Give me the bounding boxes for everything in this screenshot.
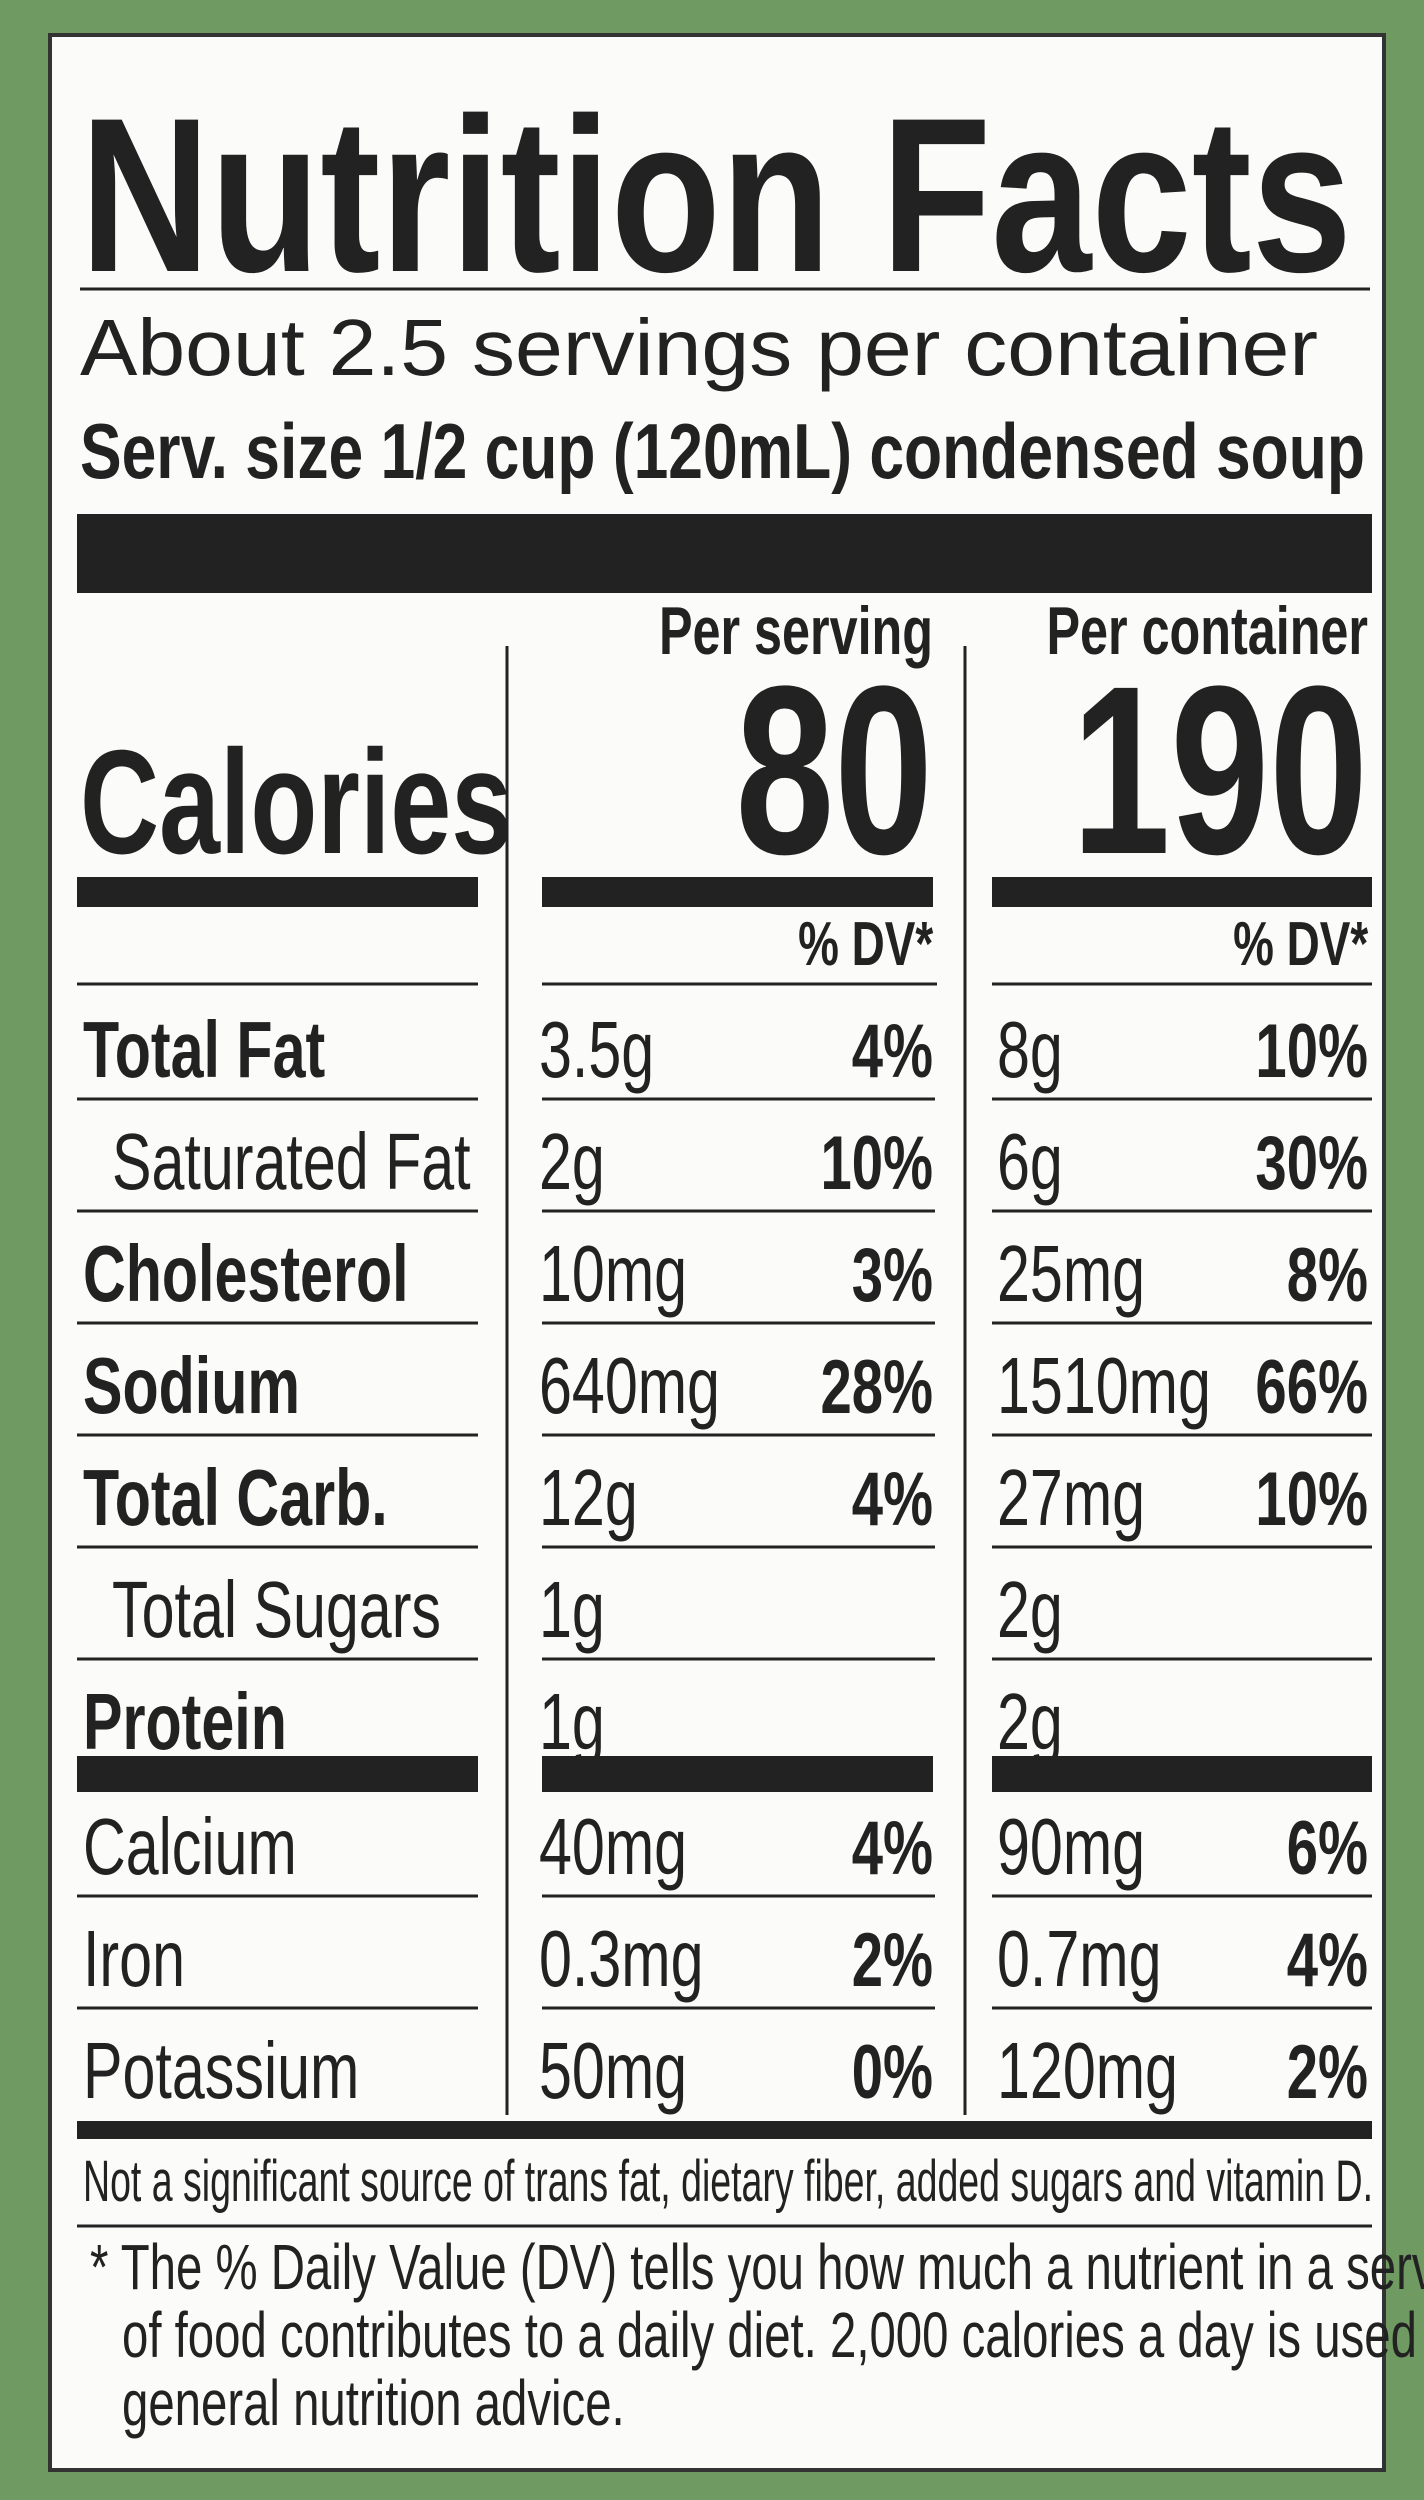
column-header: Per container <box>1047 593 1368 669</box>
nutrient-name: Iron <box>83 1913 185 2003</box>
nutrient-name: Total Fat <box>83 1004 325 1094</box>
amount: 27mg <box>997 1452 1145 1542</box>
calories-value: 190 <box>1072 636 1368 904</box>
thick-bar <box>77 877 478 907</box>
nutrient-name: Total Sugars <box>112 1564 441 1654</box>
amount: 2g <box>997 1676 1063 1766</box>
dv-note: general nutrition advice. <box>122 2367 625 2439</box>
label-panel <box>48 33 1386 2472</box>
calories-label: Calories <box>80 719 512 885</box>
thick-bar <box>77 514 1372 593</box>
daily-value: 30% <box>1255 1121 1368 1206</box>
nutrient-name: Saturated Fat <box>112 1116 471 1206</box>
daily-value: 2% <box>852 1918 933 2003</box>
amount: 0.7mg <box>997 1913 1162 2003</box>
amount: 90mg <box>997 1801 1145 1891</box>
amount: 2g <box>997 1564 1063 1654</box>
dv-note: * The % Daily Value (DV) tells you how m… <box>90 2231 1424 2303</box>
calories-value: 80 <box>735 636 933 904</box>
serving-size: Serv. size 1/2 cup (120mL) condensed sou… <box>80 407 1365 495</box>
daily-value: 3% <box>852 1233 933 1318</box>
nutrient-name: Protein <box>83 1676 287 1766</box>
thick-bar <box>542 1756 933 1792</box>
thick-bar <box>77 1756 478 1792</box>
nutrient-name: Cholesterol <box>83 1228 409 1318</box>
thick-bar <box>77 2121 1372 2139</box>
nutrient-name: Sodium <box>83 1340 300 1430</box>
daily-value: 28% <box>820 1345 933 1430</box>
amount: 25mg <box>997 1228 1145 1318</box>
thick-bar <box>992 1756 1372 1792</box>
daily-value: 0% <box>852 2030 933 2115</box>
amount: 40mg <box>539 1801 687 1891</box>
daily-value: 10% <box>1255 1009 1368 1094</box>
daily-value: 4% <box>852 1457 933 1542</box>
amount: 2g <box>539 1116 605 1206</box>
amount: 1g <box>539 1564 605 1654</box>
amount: 50mg <box>539 2025 687 2115</box>
amount: 12g <box>539 1452 638 1542</box>
dv-header: % DV* <box>798 909 934 978</box>
daily-value: 10% <box>820 1121 933 1206</box>
dv-note: of food contributes to a daily diet. 2,0… <box>122 2299 1424 2371</box>
daily-value: 6% <box>1287 1806 1368 1891</box>
amount: 120mg <box>997 2025 1178 2115</box>
thick-bar <box>542 877 933 907</box>
nutrient-name: Calcium <box>83 1801 297 1891</box>
daily-value: 66% <box>1255 1345 1368 1430</box>
amount: 640mg <box>539 1340 720 1430</box>
servings: About 2.5 servings per container <box>80 303 1318 392</box>
title: Nutrition Facts <box>80 72 1352 318</box>
amount: 0.3mg <box>539 1913 704 2003</box>
daily-value: 4% <box>852 1806 933 1891</box>
dv-header: % DV* <box>1233 909 1369 978</box>
daily-value: 4% <box>852 1009 933 1094</box>
amount: 3.5g <box>539 1004 654 1094</box>
amount: 6g <box>997 1116 1063 1206</box>
nutrient-name: Total Carb. <box>83 1452 388 1542</box>
amount: 8g <box>997 1004 1063 1094</box>
amount: 1510mg <box>997 1340 1211 1430</box>
daily-value: 2% <box>1287 2030 1368 2115</box>
nutrient-name: Potassium <box>83 2025 359 2115</box>
footnote: Not a significant source of trans fat, d… <box>83 2149 1373 2214</box>
thick-bar <box>992 877 1372 907</box>
daily-value: 10% <box>1255 1457 1368 1542</box>
amount: 1g <box>539 1676 605 1766</box>
daily-value: 4% <box>1287 1918 1368 2003</box>
amount: 10mg <box>539 1228 687 1318</box>
column-header: Per serving <box>659 593 933 669</box>
daily-value: 8% <box>1287 1233 1368 1318</box>
